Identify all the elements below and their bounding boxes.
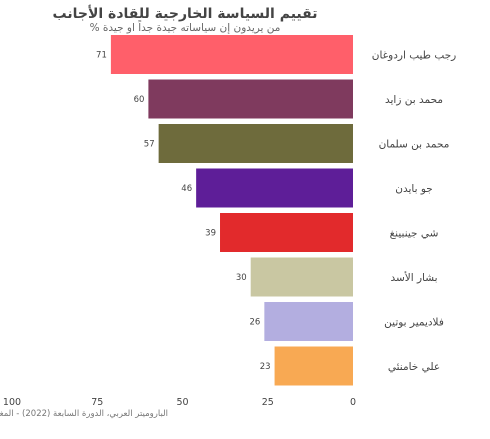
source-note: الباروميتر العربي، الدورة السابعة (2022)…	[0, 409, 168, 419]
bar-3	[196, 168, 353, 208]
bar-2	[158, 124, 353, 163]
category-label-7: علي خامنئي	[388, 361, 440, 373]
bar-4	[220, 213, 353, 252]
bars-group: 71 رجب طيب اردوغان 60 محمد بن زايد 57 محمد بن…	[96, 35, 456, 386]
x-tick-0: 100	[3, 397, 21, 408]
category-label-5: بشار الأسد	[390, 271, 437, 284]
category-label-4: شي جينبينغ	[390, 228, 439, 240]
category-label-1: محمد بن زايد	[385, 94, 443, 106]
category-label-6: فلاديمير بوتين	[384, 317, 444, 329]
value-label-2: 57	[144, 140, 155, 150]
value-label-1: 60	[134, 95, 145, 105]
value-label-5: 30	[236, 273, 247, 283]
value-label-4: 39	[205, 229, 216, 239]
chart-subtitle: % من يريدون إن سياساته جيدة جداً او جيدة	[90, 20, 281, 34]
x-tick-2: 50	[176, 397, 188, 408]
bar-7	[274, 346, 353, 386]
value-label-3: 46	[181, 184, 192, 194]
value-label-0: 71	[96, 51, 107, 61]
value-label-7: 23	[260, 362, 271, 372]
bar-1	[148, 79, 353, 119]
bar-6	[264, 302, 353, 341]
x-tick-4: 0	[350, 397, 356, 408]
value-label-6: 26	[250, 318, 261, 328]
category-label-0: رجب طيب اردوغان	[372, 50, 457, 62]
x-axis-ticks: 100 75 50 25 0	[3, 397, 356, 408]
category-label-2: محمد بن سلمان	[379, 139, 450, 151]
x-tick-1: 75	[91, 397, 103, 408]
bar-5	[250, 257, 353, 297]
category-label-3: جو بايدن	[395, 183, 433, 195]
bar-0	[110, 35, 353, 74]
chart-title: تقييم السياسة الخارجية للقادة الأجانب	[53, 5, 318, 22]
x-tick-3: 25	[262, 397, 274, 408]
